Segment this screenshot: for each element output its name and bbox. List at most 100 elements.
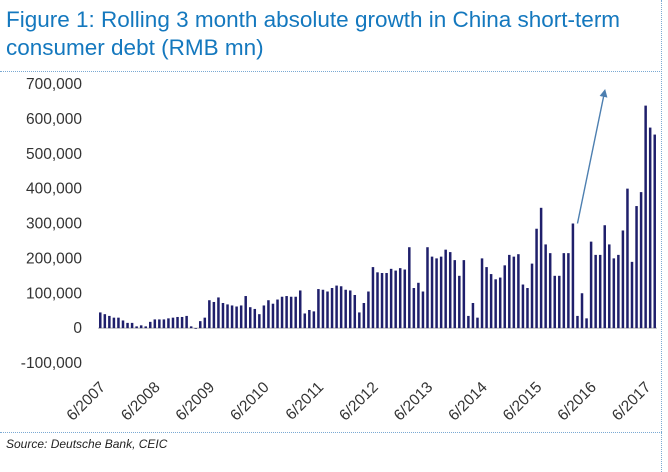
trend-arrow (576, 89, 608, 224)
bar (608, 244, 611, 329)
bar (267, 300, 270, 329)
bar (298, 290, 302, 329)
bar (398, 268, 402, 329)
y-tick-label: 600,000 (26, 111, 82, 128)
bar (598, 254, 602, 329)
y-tick-label: 300,000 (26, 216, 82, 233)
bar (239, 305, 243, 329)
bar (217, 297, 220, 329)
bar (317, 289, 320, 329)
x-tick-label: 6/2011 (283, 379, 328, 424)
bar (339, 286, 343, 329)
bars (99, 105, 656, 329)
bar (535, 228, 538, 329)
bar (453, 260, 457, 329)
bar (530, 263, 534, 329)
bar (276, 299, 279, 329)
bar (603, 225, 606, 329)
bar (653, 134, 656, 329)
bar (130, 322, 134, 329)
bar (426, 247, 429, 329)
x-tick-label: 6/2010 (227, 379, 273, 425)
bar (585, 318, 588, 329)
top-divider (0, 71, 662, 72)
bar (326, 291, 329, 329)
bar (430, 256, 434, 329)
bar (417, 282, 420, 329)
bar (548, 253, 552, 329)
bar (149, 321, 152, 329)
bar (435, 258, 438, 329)
y-axis-labels: -100,000 0 100,000 200,000 300,000 400,000 500… (21, 76, 83, 372)
bar (244, 296, 247, 329)
bar (362, 303, 366, 329)
x-tick-label: 6/2007 (64, 379, 110, 425)
bar (189, 326, 193, 329)
bar (167, 318, 170, 329)
bar (271, 303, 275, 329)
bar (562, 253, 566, 329)
bar (517, 254, 520, 329)
bar (103, 314, 107, 329)
bar (358, 312, 361, 329)
bar (403, 269, 407, 329)
x-tick-label: 6/2016 (554, 379, 600, 425)
bar (594, 254, 597, 329)
bar (467, 315, 470, 329)
bar (294, 296, 297, 329)
bar (139, 325, 143, 329)
bar (444, 249, 447, 329)
bar (571, 223, 575, 329)
bar (253, 308, 257, 329)
bar (221, 303, 225, 329)
bar (508, 254, 511, 329)
bar (249, 307, 252, 329)
x-tick-label: 6/2013 (391, 379, 437, 425)
bar (644, 105, 647, 329)
y-tick-label: 0 (73, 320, 82, 337)
x-tick-label: 6/2012 (336, 379, 382, 425)
bar (321, 289, 325, 329)
bar (348, 290, 352, 329)
bar (498, 277, 502, 329)
right-divider (661, 0, 662, 472)
bar (612, 258, 616, 329)
bar (235, 306, 238, 329)
bar (503, 265, 506, 329)
bar (512, 256, 516, 329)
bar (394, 270, 397, 329)
bar (108, 315, 111, 329)
bar (344, 289, 347, 329)
bar (117, 317, 120, 329)
y-tick-label: 400,000 (26, 181, 82, 198)
bar (153, 319, 157, 329)
bar (648, 127, 652, 329)
bar (639, 192, 643, 329)
y-tick-label: 700,000 (26, 76, 82, 93)
x-tick-label: 6/2008 (118, 379, 164, 425)
bar (121, 320, 125, 329)
bottom-divider (0, 432, 662, 433)
bar (185, 315, 188, 329)
bar (308, 309, 311, 329)
bar (462, 260, 466, 329)
bar (135, 326, 138, 329)
bar (626, 188, 629, 329)
bar (558, 275, 561, 329)
figure-title: Figure 1: Rolling 3 month absolute growt… (6, 7, 621, 60)
bar (158, 319, 161, 329)
bar (408, 247, 411, 329)
bar (258, 314, 261, 329)
x-tick-label: 6/2017 (609, 379, 655, 425)
bar (448, 252, 452, 329)
bar (471, 303, 475, 329)
bar (99, 312, 102, 329)
bar (385, 273, 388, 329)
bar (635, 206, 638, 329)
x-tick-label: 6/2009 (173, 379, 219, 425)
bar (621, 230, 625, 329)
bar (203, 317, 207, 329)
bar (376, 272, 379, 329)
bar (421, 291, 425, 329)
